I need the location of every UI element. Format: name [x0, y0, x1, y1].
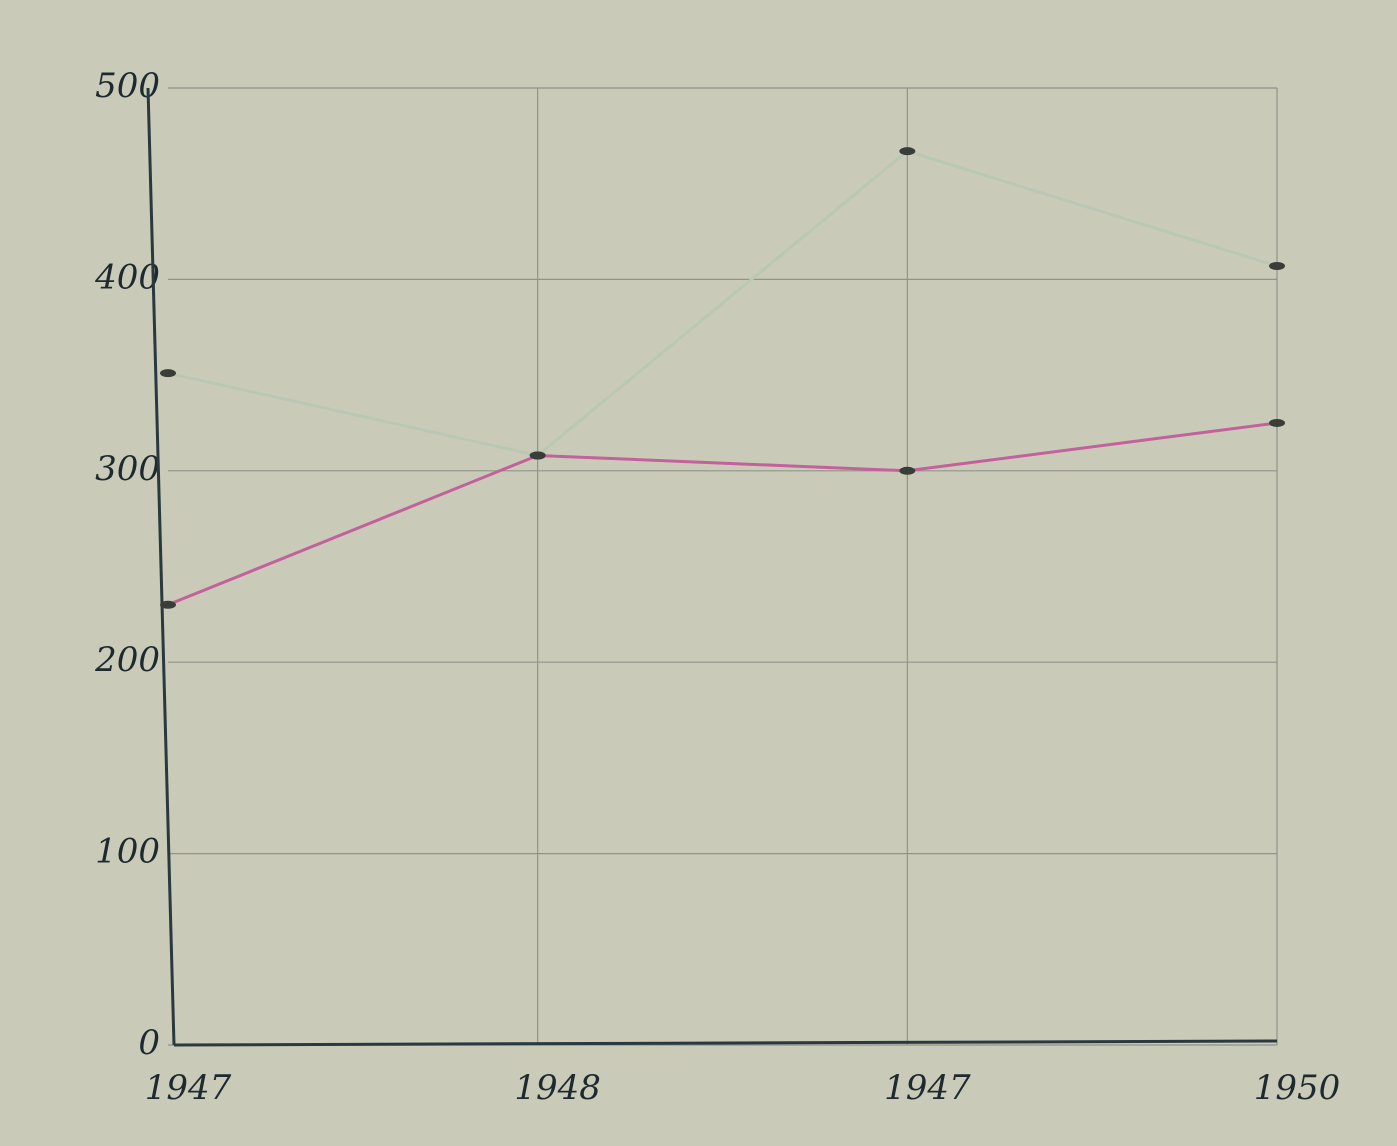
point — [160, 601, 176, 609]
x-tick-label: 1950 — [1254, 1068, 1341, 1108]
y-tick-label: 200 — [94, 640, 160, 680]
y-tick-label: 400 — [94, 257, 160, 297]
y-tick-label: 300 — [95, 449, 160, 489]
x-tick-label: 1948 — [514, 1068, 601, 1108]
chart: 0 100 200 300 400 500 1947 1948 1947 1950 — [0, 0, 1397, 1146]
x-tick-label: 1947 — [145, 1068, 232, 1108]
y-tick-label: 0 — [138, 1023, 160, 1063]
point — [899, 467, 915, 475]
point — [1269, 262, 1285, 270]
point — [1269, 419, 1285, 427]
y-tick-label: 100 — [95, 832, 160, 872]
paper — [0, 0, 1397, 1146]
point — [530, 451, 546, 459]
point — [160, 369, 176, 377]
y-tick-label: 500 — [95, 66, 160, 106]
x-tick-label: 1947 — [884, 1068, 971, 1108]
point — [899, 147, 915, 155]
